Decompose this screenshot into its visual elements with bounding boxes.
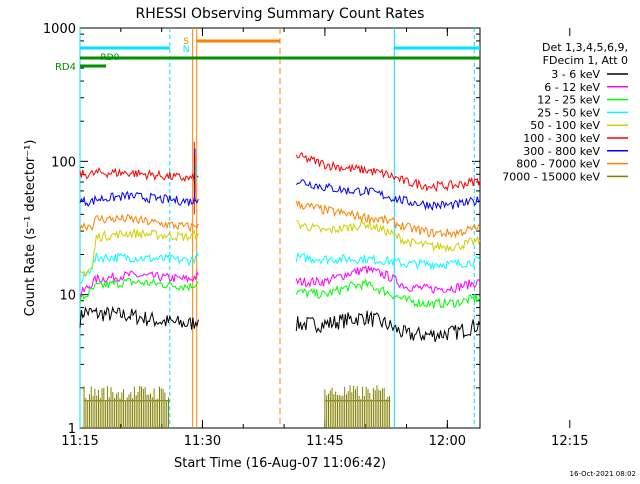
x-tick-label: 11:15 <box>61 434 98 449</box>
series-50-100kev <box>79 218 481 278</box>
x-axis-label: Start Time (16-Aug-07 11:06:42) <box>174 456 386 471</box>
series-100-300kev <box>79 152 481 193</box>
series-line <box>79 227 199 278</box>
x-tick-label: 12:15 <box>551 434 588 449</box>
y-tick-label: 1 <box>68 422 76 437</box>
footer-date: 16-Oct-2021 08:02 <box>570 470 636 478</box>
series-7000-15000kev <box>83 385 391 428</box>
series-line <box>296 218 481 253</box>
series-line <box>79 167 199 183</box>
legend-label: 100 - 300 keV <box>523 132 600 145</box>
series-line <box>295 265 481 294</box>
legend-label: 25 - 50 keV <box>537 106 600 119</box>
legend-label: 7000 - 15000 keV <box>502 170 600 183</box>
legend-header: FDecim 1, Att 0 <box>543 54 628 67</box>
legend-label: 50 - 100 keV <box>530 119 600 132</box>
legend-label: 800 - 7000 keV <box>516 158 600 171</box>
legend-label: 6 - 12 keV <box>544 81 600 94</box>
series-line <box>79 305 199 330</box>
series-6-12kev <box>79 265 481 298</box>
series-3-6kev <box>79 305 481 343</box>
legend: Det 1,3,4,5,6,9,FDecim 1, Att 03 - 6 keV… <box>502 41 628 183</box>
chart-title: RHESSI Observing Summary Count Rates <box>136 6 425 22</box>
series-line <box>79 213 199 233</box>
series-line <box>295 251 481 271</box>
series-line <box>79 251 199 284</box>
y-tick-label: 1000 <box>43 22 76 37</box>
flag-label: S <box>183 37 189 47</box>
series-line <box>79 190 199 207</box>
flag-label: RD4 <box>55 62 76 73</box>
state-flags: RD0 RD4 SN <box>55 37 480 73</box>
attenuator-markers <box>79 28 475 428</box>
series-800-7000kev <box>79 200 481 239</box>
series-300-800kev <box>79 179 481 212</box>
series-lines <box>79 141 481 428</box>
series-line <box>295 179 481 212</box>
y-tick-label: 100 <box>51 155 76 170</box>
y-tick-label: 10 <box>59 289 76 304</box>
x-tick-label: 11:30 <box>184 434 221 449</box>
series-12-25kev <box>79 277 481 309</box>
flag-label: N <box>183 45 190 55</box>
series-line <box>295 277 481 309</box>
x-tick-label: 11:45 <box>306 434 343 449</box>
series-line <box>79 277 199 304</box>
legend-label: 12 - 25 keV <box>537 94 600 107</box>
legend-label: 3 - 6 keV <box>551 68 600 81</box>
x-tick-label: 12:00 <box>429 434 466 449</box>
series-line <box>79 270 199 298</box>
flag-label: RD0 <box>100 53 119 63</box>
series-line <box>295 152 481 193</box>
y-axis-label: Count Rate (s⁻¹ detector⁻¹) <box>23 140 38 317</box>
legend-label: 300 - 800 keV <box>523 145 600 158</box>
series-25-50kev <box>79 251 481 284</box>
legend-header: Det 1,3,4,5,6,9, <box>542 41 628 54</box>
series-line <box>295 310 481 343</box>
series-line <box>295 200 481 239</box>
